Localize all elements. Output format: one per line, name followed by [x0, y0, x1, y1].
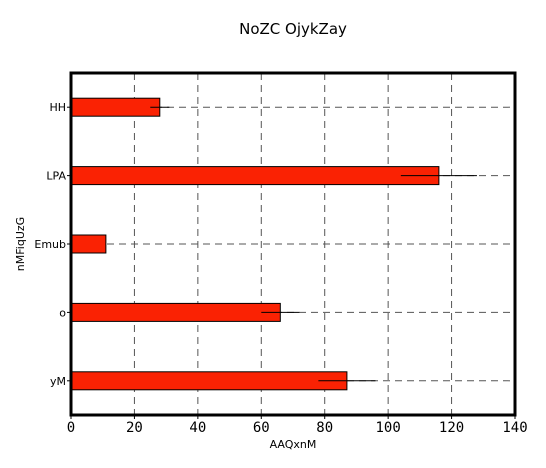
y-axis-label: nMFiqUzG [14, 217, 27, 271]
y-tick-label: LPA [46, 170, 66, 183]
y-tick-label: Emub [34, 238, 66, 251]
x-tick-label: 80 [316, 420, 333, 436]
bar [70, 302, 281, 322]
y-tick-label: HH [49, 101, 66, 114]
x-tick-label: 100 [375, 420, 400, 436]
y-tick-label: o [59, 306, 66, 319]
x-tick-label: 60 [253, 420, 270, 436]
x-tick-label: 20 [126, 420, 143, 436]
x-tick-label: 0 [67, 420, 75, 436]
x-tick-label: 140 [502, 420, 527, 436]
x-tick-label: 40 [189, 420, 206, 436]
bar [70, 234, 107, 254]
bars [70, 97, 440, 391]
x-axis-label: AAQxnM [270, 438, 317, 451]
bar [70, 97, 161, 117]
bar [70, 166, 440, 186]
error-bars [150, 106, 477, 382]
bar [70, 371, 348, 391]
x-tick-labels: 0 20 40 60 80 100 120 140 [67, 415, 528, 436]
y-tick-label: yM [50, 375, 66, 388]
x-tick-label: 120 [439, 420, 464, 436]
chart-title: NoZC OjykZay [239, 20, 347, 38]
y-tick-labels: HH LPA Emub o yM [34, 101, 71, 388]
grid-lines [71, 73, 515, 415]
